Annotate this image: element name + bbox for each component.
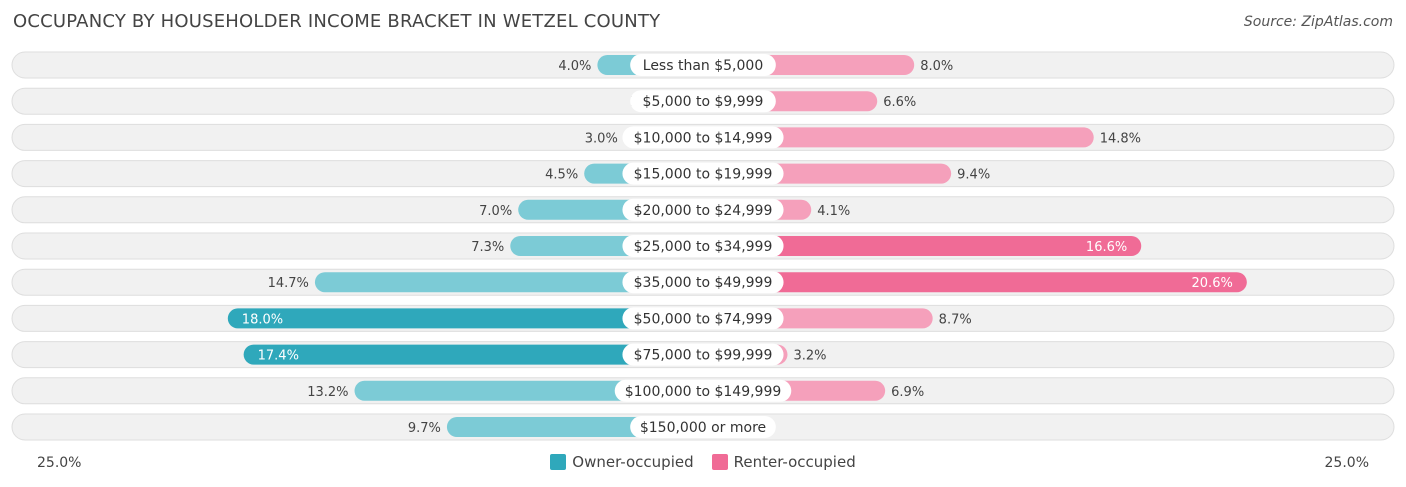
category-label: $75,000 to $99,999 xyxy=(634,348,773,364)
category-label: $10,000 to $14,999 xyxy=(634,130,773,146)
renter-value-label: 8.0% xyxy=(920,59,953,74)
owner-value-label: 18.0% xyxy=(242,312,283,327)
category-label: $5,000 to $9,999 xyxy=(643,94,764,110)
category-label: $15,000 to $19,999 xyxy=(634,167,773,183)
category-pill xyxy=(622,162,784,185)
category-label: $150,000 or more xyxy=(640,420,766,436)
category-label: Less than $5,000 xyxy=(643,58,763,74)
legend: Owner-occupied Renter-occupied xyxy=(0,453,1406,471)
legend-item-owner: Owner-occupied xyxy=(550,453,694,471)
legend-label-renter: Renter-occupied xyxy=(733,453,856,471)
category-label: $50,000 to $74,999 xyxy=(634,311,773,327)
category-pill xyxy=(622,126,784,149)
owner-value-label: 9.7% xyxy=(408,421,441,436)
owner-bar xyxy=(227,308,704,329)
legend-item-renter: Renter-occupied xyxy=(711,453,856,471)
legend-swatch-owner xyxy=(550,454,567,470)
owner-value-label: 7.0% xyxy=(479,204,512,219)
renter-value-label: 6.6% xyxy=(883,95,916,110)
axis-left-label: 25.0% xyxy=(37,455,82,471)
category-pill xyxy=(622,271,784,294)
owner-bar xyxy=(314,272,703,293)
category-label: $100,000 to $149,999 xyxy=(625,384,782,400)
category-label: $35,000 to $49,999 xyxy=(634,275,773,291)
owner-value-label: 13.2% xyxy=(307,385,348,400)
owner-bar xyxy=(354,380,703,401)
owner-value-label: 7.3% xyxy=(471,240,504,255)
owner-value-label: 17.4% xyxy=(258,349,299,364)
category-pill xyxy=(622,343,784,366)
renter-bar xyxy=(703,236,1142,256)
renter-value-label: 8.7% xyxy=(939,312,972,327)
category-label: $20,000 to $24,999 xyxy=(634,203,773,219)
renter-bar xyxy=(703,127,1094,148)
owner-value-label: 3.0% xyxy=(585,131,618,146)
axis-right-label: 25.0% xyxy=(1324,455,1369,471)
category-pill xyxy=(622,198,784,221)
renter-value-label: 3.2% xyxy=(793,349,826,364)
renter-value-label: 20.6% xyxy=(1192,276,1233,291)
category-pill xyxy=(614,379,792,402)
chart-svg: 4.0%8.0%Less than $5,0001.3%6.6%$5,000 t… xyxy=(11,51,1395,441)
legend-swatch-renter xyxy=(711,454,728,470)
renter-value-label: 4.1% xyxy=(817,204,850,219)
owner-value-label: 14.7% xyxy=(268,276,309,291)
category-pill xyxy=(630,90,776,113)
renter-value-label: 9.4% xyxy=(957,168,990,183)
renter-value-label: 6.9% xyxy=(891,385,924,400)
category-label: $25,000 to $34,999 xyxy=(634,239,773,255)
renter-value-label: 16.6% xyxy=(1086,240,1127,255)
category-pill xyxy=(630,416,776,438)
chart-source: Source: ZipAtlas.com xyxy=(1243,14,1393,30)
category-pill xyxy=(622,307,784,330)
renter-value-label: 14.8% xyxy=(1100,131,1141,146)
owner-value-label: 4.0% xyxy=(558,59,591,74)
owner-value-label: 4.5% xyxy=(545,168,578,183)
category-pill xyxy=(622,235,784,257)
category-pill xyxy=(630,54,776,76)
owner-bar xyxy=(243,344,703,365)
renter-bar xyxy=(703,272,1247,293)
chart-title: OCCUPANCY BY HOUSEHOLDER INCOME BRACKET … xyxy=(13,11,661,32)
legend-label-owner: Owner-occupied xyxy=(572,453,694,471)
